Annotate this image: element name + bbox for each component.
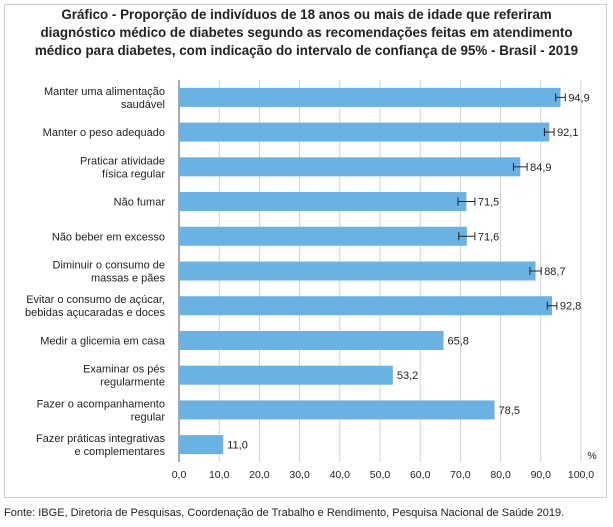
category-label: massas e pães [91,273,165,285]
data-label: 53,2 [397,370,418,382]
chart-title-line: Gráfico - Proporção de indivíduos de 18 … [61,7,552,22]
bar [179,365,393,385]
category-label: Manter o peso adequado [43,127,165,139]
x-tick-label: 0,0 [172,469,187,481]
unit-label: % [587,450,596,462]
bar [179,87,561,107]
x-tick-label: 60,0 [410,469,431,481]
category-label: Medir a glicemia em casa [40,335,166,347]
data-label: 11,0 [227,440,248,452]
bar [179,192,467,212]
x-tick-label: 100,0 [568,469,594,481]
bar [179,400,495,420]
bar [179,296,553,316]
bar [179,157,521,177]
x-tick-label: 70,0 [450,469,471,481]
x-tick-label: 90,0 [531,469,552,481]
category-label: Manter uma alimentação [44,86,165,98]
category-label: saudável [121,99,165,111]
data-label: 71,6 [478,231,499,243]
category-label: Evitar o consumo de açúcar, [26,294,165,306]
category-label: Fazer práticas integrativas [36,433,165,445]
data-label: 84,9 [530,162,551,174]
bar [179,330,444,350]
chart-title-line: médico para diabetes, com indicação do i… [34,43,579,58]
category-label: Diminuir o consumo de [53,260,166,272]
category-label: e complementares [75,446,166,458]
data-label: 92,1 [557,127,578,139]
x-tick-label: 80,0 [490,469,511,481]
x-tick-label: 40,0 [330,469,351,481]
category-label: regular [131,411,166,423]
category-label: bebidas açucaradas e doces [25,307,166,319]
category-label: regularmente [100,377,165,389]
data-label: 88,7 [544,266,565,278]
x-tick-label: 10,0 [209,469,230,481]
source-note: Fonte: IBGE, Diretoria de Pesquisas, Coo… [4,507,565,519]
category-label: física regular [102,168,165,180]
bar [179,261,536,281]
category-label: Não fumar [114,197,166,209]
data-label: 65,8 [448,335,469,347]
chart-title-line: diagnóstico médico de diabetes segundo a… [40,25,573,40]
category-label: Não beber em excesso [52,231,165,243]
bar [179,122,550,142]
x-tick-label: 20,0 [249,469,270,481]
category-label: Examinar os pés [83,364,165,376]
category-label: Fazer o acompanhamento [37,398,165,410]
bar [179,435,224,455]
chart-title: Gráfico - Proporção de indivíduos de 18 … [10,6,603,60]
chart-frame [4,4,607,498]
data-label: 71,5 [478,197,499,209]
data-label: 94,9 [568,92,589,104]
data-label: 92,8 [560,301,581,313]
data-label: 78,5 [499,405,520,417]
bar [179,226,467,246]
category-label: Praticar atividade [80,155,165,167]
x-tick-label: 50,0 [370,469,391,481]
x-tick-label: 30,0 [289,469,310,481]
